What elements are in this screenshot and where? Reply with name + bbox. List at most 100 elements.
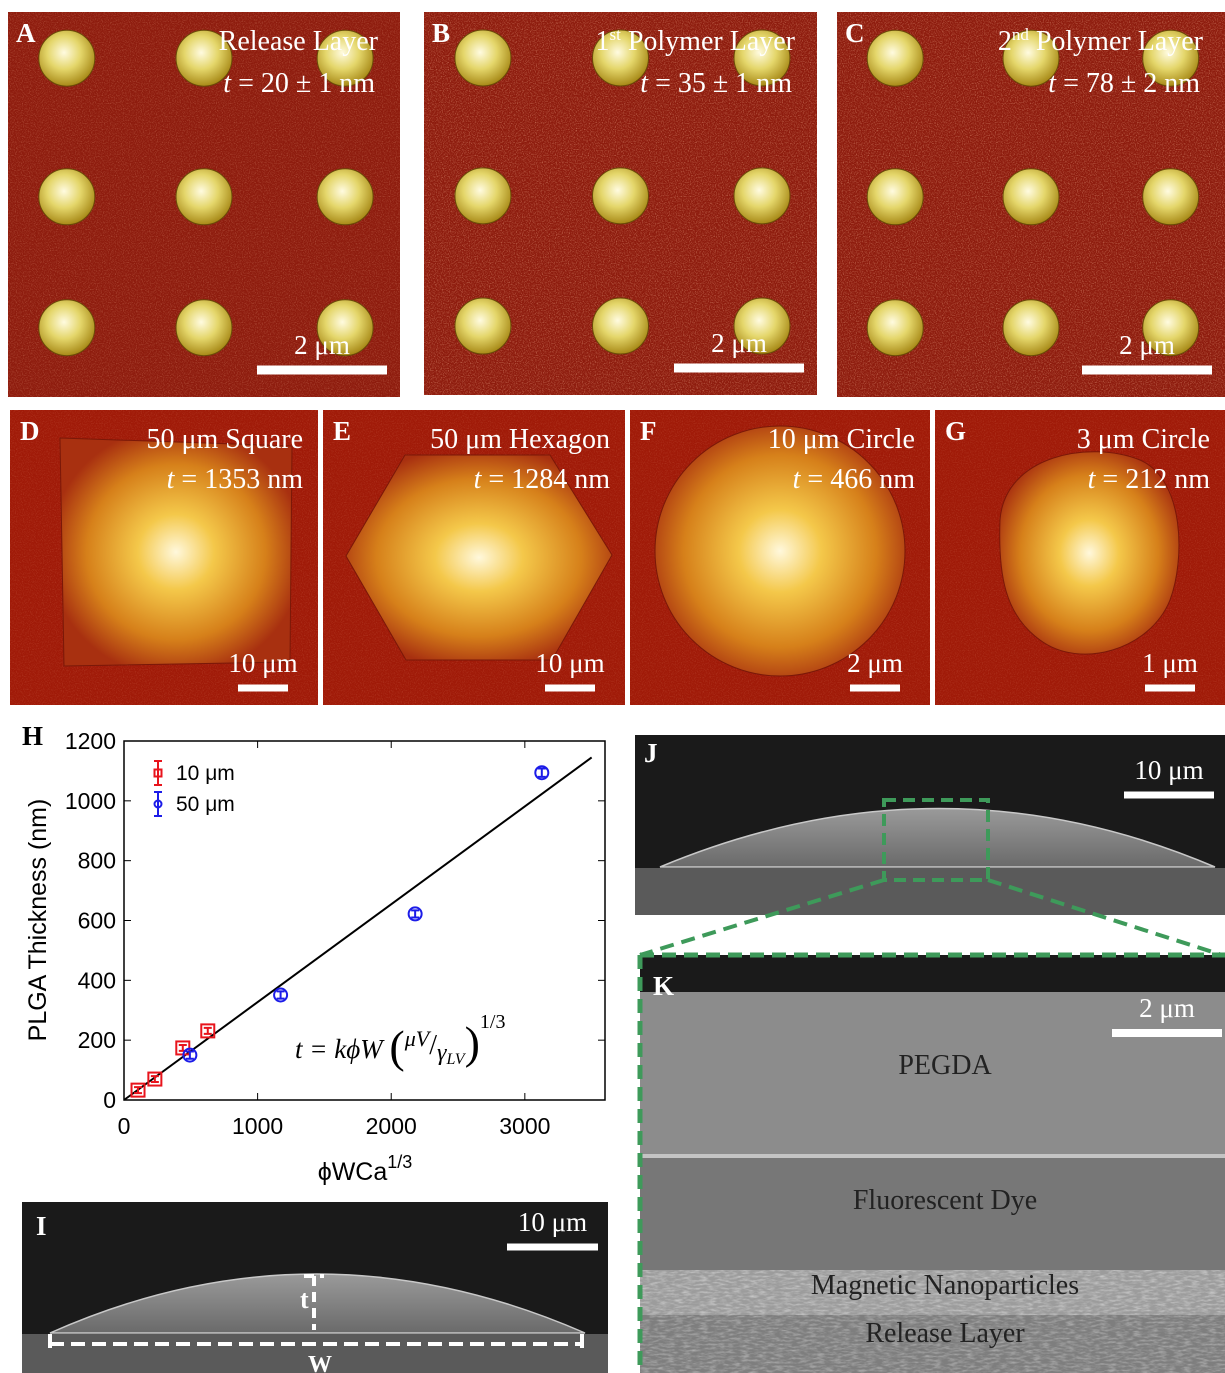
error-bar [538, 769, 546, 777]
y-tick-label: 400 [78, 967, 116, 993]
pillar [1003, 169, 1059, 225]
panel-letter: B [432, 18, 450, 48]
thickness: t = 35 ± 1 nm [640, 68, 792, 99]
thickness: t = 466 nm [793, 464, 916, 495]
scale-label: 10 μm [535, 648, 604, 678]
pillar [39, 300, 95, 356]
panel-letter: D [20, 416, 40, 446]
pillar [176, 300, 232, 356]
panel-title-part: Polymer Layer [621, 26, 796, 57]
pillar [39, 30, 95, 86]
thickness: t = 212 nm [1088, 464, 1211, 495]
panel-title: 50 μm Square [146, 424, 303, 455]
equation-part: 1/3 [480, 1011, 506, 1033]
y-tick-label: 200 [78, 1027, 116, 1053]
pillar [867, 30, 923, 86]
layer-label: Magnetic Nanoparticles [811, 1270, 1079, 1301]
thickness: t = 1284 nm [474, 464, 611, 495]
panel-title-part: st [609, 25, 621, 44]
thickness: t = 20 ± 1 nm [223, 68, 375, 99]
scale-label: 10 μm [228, 648, 297, 678]
thickness: t = 1353 nm [167, 464, 304, 495]
x-tick-label: 0 [118, 1113, 131, 1139]
panel-title-part: nd [1012, 25, 1030, 44]
error-bar [204, 1028, 212, 1034]
x-axis-label-part: ϕWCa [318, 1158, 388, 1186]
dim-label: W [308, 1352, 332, 1373]
thickness-part: = 212 nm [1095, 464, 1210, 495]
y-tick-label: 1200 [65, 728, 116, 754]
equation-part: ( [389, 1021, 404, 1072]
pillar [455, 168, 511, 224]
thickness-part: = 1284 nm [481, 464, 610, 495]
panel-title: 2nd Polymer Layer [998, 25, 1204, 57]
panel-title: 1st Polymer Layer [595, 25, 795, 57]
thickness-part: = 466 nm [800, 464, 915, 495]
scale-label: 10 μm [518, 1207, 587, 1237]
panel-letter: G [945, 416, 966, 446]
thickness-part: = 78 ± 2 nm [1056, 68, 1200, 99]
scale-label: 2 μm [294, 330, 350, 360]
pillar [317, 169, 373, 225]
pillar [593, 298, 649, 354]
dim-label: t [300, 1285, 309, 1314]
y-tick-label: 0 [103, 1087, 116, 1113]
y-tick-label: 600 [78, 908, 116, 934]
y-tick-label: 1000 [65, 788, 116, 814]
layer-label: Fluorescent Dye [853, 1185, 1037, 1216]
layer-label: Release Layer [865, 1318, 1025, 1349]
panel-letter: J [644, 738, 658, 768]
pillar [1143, 169, 1199, 225]
panel-letter: I [36, 1211, 47, 1241]
pillar [39, 169, 95, 225]
y-axis-label: PLGA Thickness (nm) [24, 799, 52, 1042]
figure: A Release Layer t = 20 ± 1 nm 2 μm B 1st Poly… [0, 0, 1225, 1373]
scale-label: 2 μm [1139, 993, 1195, 1023]
pillar [1003, 300, 1059, 356]
panel-title: 10 μm Circle [768, 424, 915, 455]
pillar [455, 298, 511, 354]
panel-letter: K [653, 971, 674, 1001]
panel-title-part: Release Layer [219, 26, 379, 57]
scale-label: 2 μm [1119, 330, 1175, 360]
legend-label: 50 μm [176, 793, 235, 816]
scale-label: 2 μm [847, 648, 903, 678]
panel-letter: E [333, 416, 351, 446]
pillar [176, 169, 232, 225]
sem-substrate [635, 868, 1225, 915]
panel-letter: F [640, 416, 657, 446]
pillar [734, 168, 790, 224]
error-bar [411, 910, 419, 917]
panel-title: Release Layer [219, 26, 379, 57]
scale-label: 2 μm [711, 328, 767, 358]
thickness-part: = 35 ± 1 nm [648, 68, 792, 99]
panel-title-part: 1 [595, 26, 609, 57]
error-bar [134, 1087, 142, 1093]
x-tick-label: 1000 [232, 1113, 283, 1139]
thickness-part: = 1353 nm [174, 464, 303, 495]
x-axis-label: ϕWCa1/3 [318, 1152, 413, 1186]
pillar [455, 30, 511, 86]
equation-part: t = kϕW [295, 1034, 389, 1064]
pillar [593, 168, 649, 224]
equation-part: μV [404, 1026, 432, 1051]
equation-part: ) [465, 1017, 480, 1068]
panel-title-part: 2 [998, 26, 1012, 57]
scale-label: 10 μm [1134, 755, 1203, 785]
thickness: t = 78 ± 2 nm [1048, 68, 1200, 99]
page: { "afm_panels": [ {"letter": "A", "title… [0, 0, 1225, 1373]
pillar [867, 300, 923, 356]
legend-label: 10 μm [176, 762, 235, 785]
x-tick-label: 2000 [366, 1113, 417, 1139]
panel-title: 50 μm Hexagon [430, 424, 610, 455]
y-tick-label: 800 [78, 848, 116, 874]
x-axis-label-part: 1/3 [387, 1152, 412, 1172]
panel-title: 3 μm Circle [1077, 424, 1210, 455]
sem-layer [640, 1154, 1225, 1158]
panel-title-part: Polymer Layer [1029, 26, 1204, 57]
panel-letter: C [845, 18, 865, 48]
pillar [867, 169, 923, 225]
panel-letter: A [16, 18, 36, 48]
thickness-part: = 20 ± 1 nm [231, 68, 375, 99]
equation: t = kϕW (μV/γLV)1/3 [295, 1011, 505, 1072]
